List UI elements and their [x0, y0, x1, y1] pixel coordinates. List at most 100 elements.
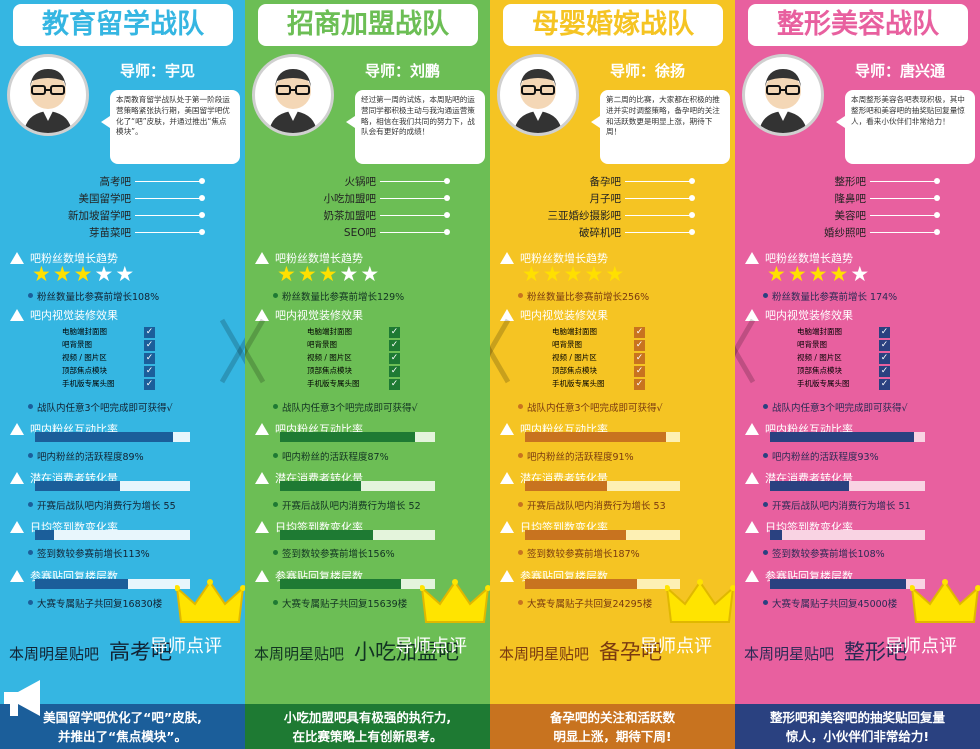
team-column: 母婴婚嫁战队 导师：徐扬 第二周的比赛，大家都在积极的推进并实时调整策略，备孕吧的关…	[490, 0, 735, 749]
avatar-icon	[742, 54, 824, 136]
team-column: 整形美容战队 导师：唐兴通 本周整形美容各吧表现积极，其中整形吧和美容吧的抽奖贴回复…	[735, 0, 980, 749]
star-icon: ★	[542, 262, 564, 286]
section-note: 大赛专属贴子共回复16830楼	[28, 596, 162, 610]
checklist-label: 电脑端封面图	[552, 327, 597, 336]
star-bar-caption: 本周明星贴吧	[499, 645, 590, 663]
bar-item[interactable]: SEO吧	[245, 224, 490, 241]
checklist-label: 视频 / 图片区	[307, 353, 352, 362]
triangle-icon	[745, 309, 759, 321]
section-heading: 吧粉丝数增长趋势	[500, 250, 608, 266]
swords-icon	[735, 316, 756, 386]
star-bar-label: 本周明星贴吧 备孕吧	[499, 636, 662, 666]
section-note-text: 粉丝数量比参赛前增长108%	[37, 292, 160, 303]
star-icon: ★	[850, 262, 872, 286]
bar-item[interactable]: 美容吧	[735, 207, 980, 224]
bar-item[interactable]: 芽苗菜吧	[0, 224, 245, 241]
checklist-label: 吧背景图	[62, 340, 92, 349]
team-title: 整形美容战队	[748, 4, 968, 46]
progress-bar	[280, 481, 435, 491]
star-icon: ★	[605, 262, 627, 286]
team-title: 教育留学战队	[13, 4, 233, 46]
review-line: 美国留学吧优化了“吧”皮肤,	[43, 710, 202, 725]
star-bar-name[interactable]: 高考吧	[109, 640, 173, 664]
review-line: 在比赛策略上有创新思考。	[292, 729, 443, 744]
bar-item[interactable]: 火锅吧	[245, 173, 490, 190]
crown-icon	[664, 578, 735, 628]
bar-line	[625, 215, 691, 216]
star-bar-caption: 本周明星贴吧	[9, 645, 100, 663]
section-note: 战队内任意3个吧完成即可获得√	[763, 400, 908, 414]
bar-line	[625, 198, 691, 199]
star-bar-name[interactable]: 整形吧	[844, 640, 908, 664]
star-icon: ★	[360, 262, 382, 286]
checklist-label: 顶部焦点模块	[797, 366, 842, 375]
bar-item[interactable]: 月子吧	[490, 190, 735, 207]
section-note-text: 战队内任意3个吧完成即可获得√	[772, 403, 908, 414]
decor-checklist: 电脑端封面图 ✓ 吧背景图 ✓ 视频 / 图片区 ✓ 顶部焦点模块 ✓ 手机版专属头图 ✓	[552, 326, 652, 391]
bullet-icon	[518, 600, 523, 605]
progress-bar	[770, 481, 925, 491]
section-note-text: 吧内粉丝的活跃程度89%	[37, 452, 144, 463]
progress-fill	[280, 579, 401, 589]
bullet-icon	[518, 404, 523, 409]
bar-dot	[199, 212, 205, 218]
bar-item[interactable]: 隆鼻吧	[735, 190, 980, 207]
review-line: 明显上涨，期待下周!	[553, 729, 672, 744]
section-note-text: 粉丝数量比参赛前增长 174%	[772, 292, 898, 303]
star-bar-caption: 本周明星贴吧	[254, 645, 345, 663]
check-icon: ✓	[389, 366, 400, 377]
decor-checklist: 电脑端封面图 ✓ 吧背景图 ✓ 视频 / 图片区 ✓ 顶部焦点模块 ✓ 手机版专属头图 ✓	[797, 326, 897, 391]
crown-icon	[419, 578, 490, 628]
bar-line	[870, 198, 936, 199]
bar-line	[135, 232, 201, 233]
section-heading-text: 吧粉丝数增长趋势	[765, 252, 853, 265]
review-line: 小吃加盟吧具有极强的执行力,	[283, 710, 452, 725]
check-icon: ✓	[879, 379, 890, 390]
section-heading: 吧内视觉装修效果	[500, 307, 608, 323]
section-note-text: 签到数较参赛前增长156%	[282, 549, 395, 560]
section-heading-text: 吧内视觉装修效果	[30, 309, 118, 322]
team-panel: 导师：宇见 本周教育留学战队处于第一阶段运营策略紧张执行期，美国留学吧优化了“吧”…	[0, 46, 245, 749]
progress-bar	[35, 530, 190, 540]
fan-stars: ★★★★★	[277, 262, 381, 286]
bar-dot	[444, 212, 450, 218]
bar-item[interactable]: 小吃加盟吧	[245, 190, 490, 207]
bar-item[interactable]: 新加坡留学吧	[0, 207, 245, 224]
checklist-item: 顶部焦点模块 ✓	[797, 365, 897, 378]
triangle-icon	[255, 570, 269, 582]
bar-list: 高考吧 美国留学吧 新加坡留学吧 芽苗菜吧	[0, 173, 245, 241]
crown-icon	[909, 578, 980, 628]
mentor-name: 导师：唐兴通	[855, 62, 946, 80]
progress-bar	[770, 579, 925, 589]
triangle-icon	[745, 472, 759, 484]
star-icon: ★	[52, 262, 74, 286]
review-line: 备孕吧的关注和活跃数	[549, 710, 675, 725]
bar-item[interactable]: 备孕吧	[490, 173, 735, 190]
star-icon: ★	[767, 262, 788, 286]
bar-item[interactable]: 奶茶加盟吧	[245, 207, 490, 224]
checklist-label: 视频 / 图片区	[552, 353, 597, 362]
bar-item[interactable]: 婚纱照吧	[735, 224, 980, 241]
triangle-icon	[745, 252, 759, 264]
bar-item[interactable]: 破碎机吧	[490, 224, 735, 241]
bar-item[interactable]: 美国留学吧	[0, 190, 245, 207]
star-bar-name[interactable]: 备孕吧	[599, 640, 663, 664]
bar-item[interactable]: 高考吧	[0, 173, 245, 190]
bullet-icon	[273, 293, 278, 298]
star-bar-label: 本周明星贴吧 小吃加盟吧	[254, 636, 459, 666]
triangle-icon	[500, 570, 514, 582]
bullet-icon	[763, 600, 768, 605]
checklist-item: 电脑端封面图 ✓	[797, 326, 897, 339]
star-bar-name[interactable]: 小吃加盟吧	[354, 640, 460, 664]
section-note: 大赛专属贴子共回复15639楼	[273, 596, 407, 610]
star-bar-caption: 本周明星贴吧	[744, 645, 835, 663]
section-note-text: 战队内任意3个吧完成即可获得√	[282, 403, 418, 414]
bar-list: 整形吧 隆鼻吧 美容吧 婚纱照吧	[735, 173, 980, 241]
checklist-label: 吧背景图	[552, 340, 582, 349]
bar-item[interactable]: 整形吧	[735, 173, 980, 190]
checklist-item: 顶部焦点模块 ✓	[552, 365, 652, 378]
section-note-text: 战队内任意3个吧完成即可获得√	[527, 403, 663, 414]
checklist-item: 电脑端封面图 ✓	[552, 326, 652, 339]
bar-item[interactable]: 三亚婚纱摄影吧	[490, 207, 735, 224]
bar-line	[625, 232, 691, 233]
